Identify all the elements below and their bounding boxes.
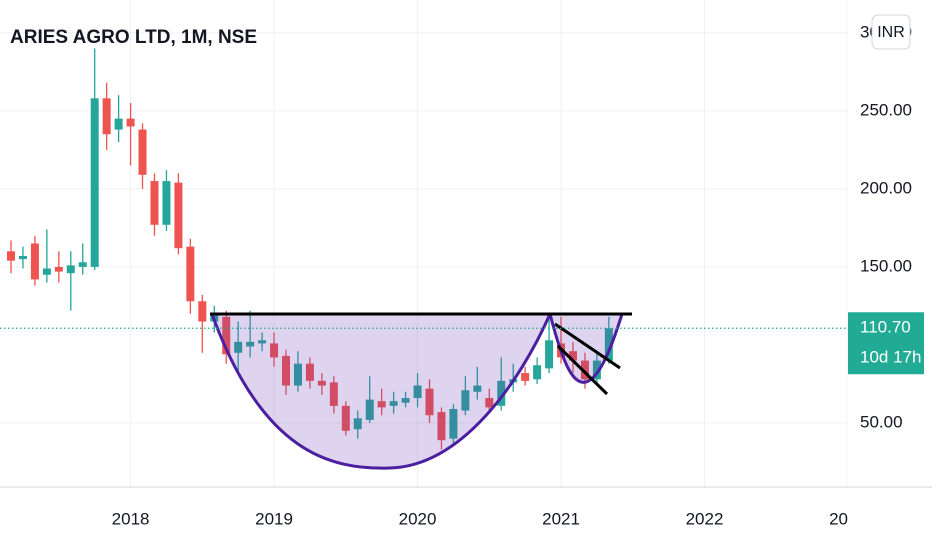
x-tick-label: 2021 <box>542 509 580 528</box>
candle-body <box>30 243 39 280</box>
candle-body <box>485 398 494 408</box>
candle-body <box>222 316 231 355</box>
last-price-label: 110.70 <box>860 318 911 337</box>
candle-body <box>449 408 458 439</box>
candle-body <box>138 129 147 175</box>
x-tick-label: 2022 <box>686 509 724 528</box>
candle-body <box>389 401 398 406</box>
candle-body <box>246 341 255 347</box>
candle-body <box>592 360 601 380</box>
candle-body <box>353 418 362 430</box>
candle-body <box>413 385 422 399</box>
candle-body <box>329 382 338 406</box>
candle-body <box>341 405 350 431</box>
candle-body <box>186 246 195 302</box>
candle-body <box>114 118 123 130</box>
candle-body <box>604 328 613 361</box>
y-tick-label: 150.00 <box>860 256 912 275</box>
currency-button[interactable] <box>871 14 911 50</box>
candle-body <box>126 118 135 127</box>
candle-body <box>437 412 446 441</box>
cup-shape <box>209 312 553 470</box>
candle-body <box>270 343 279 358</box>
candle-body <box>162 181 171 225</box>
countdown-label: 10d 17h <box>860 348 921 367</box>
candle-body <box>533 365 542 380</box>
candle-body <box>18 255 27 260</box>
candle-body <box>90 98 99 267</box>
candle-body <box>568 351 577 361</box>
candle-body <box>521 373 530 381</box>
chart-title: ARIES AGRO LTD, 1M, NSE <box>10 27 257 48</box>
candle-body <box>580 360 589 380</box>
candle-body <box>461 390 470 411</box>
y-tick-label: 200.00 <box>860 178 912 197</box>
chart-drawings <box>209 312 632 470</box>
x-tick-label: 2019 <box>255 509 293 528</box>
channel-line <box>554 322 621 370</box>
candle-body <box>317 380 326 386</box>
candle-body <box>497 380 506 406</box>
candle-body <box>258 340 267 344</box>
candle-body <box>425 388 434 416</box>
price-axis-panel <box>848 0 932 550</box>
candle-body <box>42 268 51 275</box>
candle-body <box>305 363 314 381</box>
candle-body <box>401 398 410 403</box>
candle-body <box>365 399 374 420</box>
candle-body <box>377 401 386 408</box>
x-tick-label: 2020 <box>399 509 437 528</box>
candle-body <box>198 301 207 322</box>
channel-line <box>556 344 609 396</box>
y-tick-label: 50.00 <box>860 412 903 431</box>
y-tick-label: 250.00 <box>860 100 912 119</box>
x-tick-label: 2018 <box>112 509 150 528</box>
candle-body <box>150 181 159 225</box>
candle-body <box>174 182 183 249</box>
last-price-badge <box>848 312 924 375</box>
candle-body <box>234 341 243 353</box>
candle-body <box>293 363 302 386</box>
candle-body <box>545 340 554 369</box>
candle-body <box>7 251 16 261</box>
candle-body <box>66 265 75 274</box>
candle-body <box>282 355 291 386</box>
currency-label: INR <box>877 24 905 41</box>
candle-body <box>78 262 87 267</box>
candle-body <box>473 385 482 392</box>
candle-body <box>54 266 63 272</box>
candle-body <box>102 98 111 135</box>
